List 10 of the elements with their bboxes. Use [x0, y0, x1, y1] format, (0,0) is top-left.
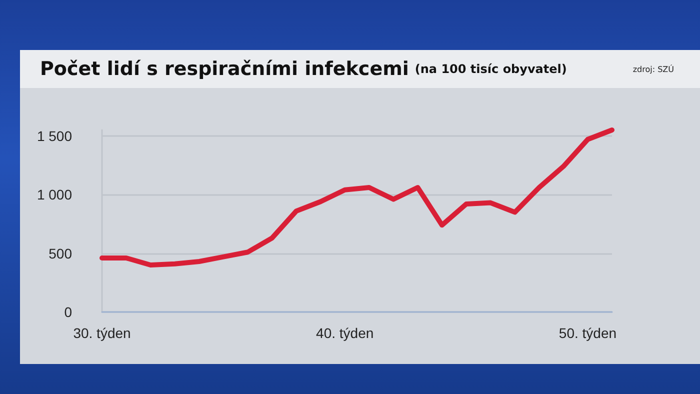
x-tick-label: 40. týden [316, 325, 374, 341]
y-tick-label: 1 000 [36, 186, 72, 203]
y-tick-label: 1 500 [36, 128, 72, 144]
y-tick-label: 0 [64, 304, 72, 320]
chart-title: Počet lidí s respiračními infekcemi [40, 58, 409, 80]
y-tick-label: 500 [48, 245, 72, 262]
chart-subtitle: (na 100 tisíc obyvatel) [414, 62, 567, 76]
text: zdroj: SZÚ [632, 64, 674, 74]
x-tick-label: 30. týden [73, 325, 131, 341]
x-tick-label: 50. týden [558, 325, 617, 341]
